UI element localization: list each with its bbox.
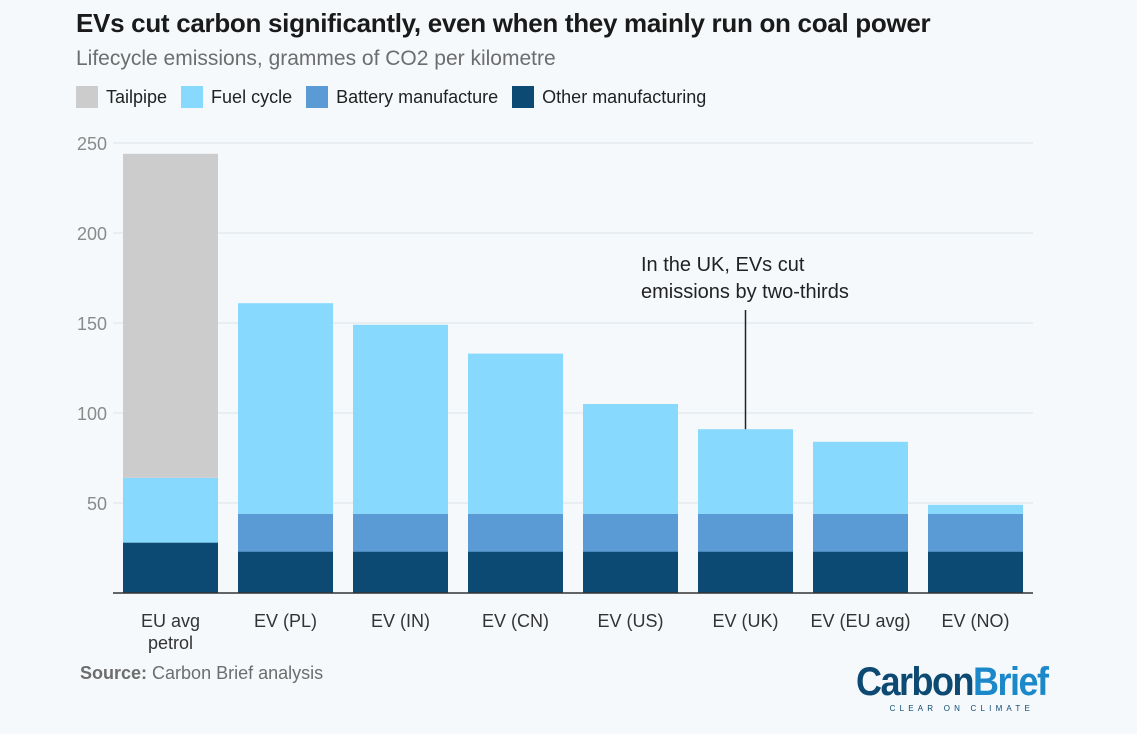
logo-part-carbon: Carbon — [856, 658, 975, 704]
x-tick-label: EV (CN) — [482, 611, 549, 631]
bar-segment — [813, 551, 908, 593]
bar-segment — [238, 303, 333, 514]
annotation-text: emissions by two-thirds — [641, 281, 849, 303]
source-note: Source: Carbon Brief analysis — [80, 663, 323, 684]
bar-segment — [468, 513, 563, 552]
legend-swatch — [76, 86, 98, 108]
bar-segment — [353, 513, 448, 552]
legend-label: Tailpipe — [106, 86, 168, 107]
bar-segment — [468, 551, 563, 593]
legend-swatch — [181, 86, 204, 108]
bar-segment — [123, 153, 218, 478]
bar-segment — [123, 477, 218, 543]
x-tick-label: EV (IN) — [371, 611, 430, 631]
logo-tagline: CLEAR ON CLIMATE — [889, 704, 1034, 713]
x-tick-label: EV (EU avg) — [810, 611, 910, 631]
x-tick-label: petrol — [148, 633, 193, 653]
bar-segment — [928, 513, 1023, 552]
bar-segment — [468, 353, 563, 514]
bar-segment — [583, 551, 678, 593]
logo-wordmark: CarbonBrief — [856, 658, 1049, 704]
legend-label: Battery manufacture — [336, 86, 499, 107]
legend-item: Fuel cycle — [181, 86, 292, 108]
bar-segment — [928, 551, 1023, 593]
bar-segment — [813, 513, 908, 552]
chart-subtitle: Lifecycle emissions, grammes of CO2 per … — [76, 47, 556, 70]
bar-segment — [238, 513, 333, 552]
bar-segment — [353, 324, 448, 514]
y-tick-label: 200 — [77, 224, 107, 244]
source-text: Carbon Brief analysis — [152, 663, 324, 683]
legend: Tailpipe Fuel cycle Battery manufacture Oth… — [76, 86, 720, 108]
bar-segment — [698, 429, 793, 514]
chart-title: EVs cut carbon significantly, even when … — [76, 8, 931, 38]
bar-segment — [238, 551, 333, 593]
bar-segment — [123, 542, 218, 593]
bar-segment — [698, 513, 793, 552]
bar-segment — [928, 504, 1023, 514]
carbon-brief-logo: CarbonBrief CLEAR ON CLIMATE — [856, 658, 1049, 713]
y-tick-label: 50 — [87, 494, 107, 514]
legend-swatch — [512, 86, 535, 108]
bar-segment — [583, 404, 678, 514]
annotation-text: In the UK, EVs cut — [641, 254, 805, 276]
legend-item: Other manufacturing — [512, 86, 706, 108]
legend-label: Other manufacturing — [542, 86, 707, 107]
legend-swatch — [306, 86, 329, 108]
x-tick-label: EV (PL) — [254, 611, 317, 631]
legend-item: Tailpipe — [76, 86, 167, 108]
bar-segment — [698, 551, 793, 593]
legend-item: Battery manufacture — [306, 86, 498, 108]
bar-segment — [353, 551, 448, 593]
legend-label: Fuel cycle — [211, 86, 293, 107]
bar-segment — [583, 513, 678, 552]
y-tick-label: 100 — [77, 404, 107, 424]
x-tick-label: EV (US) — [597, 611, 663, 631]
source-label: Source: — [80, 663, 148, 683]
bar-segment — [813, 441, 908, 514]
y-tick-label: 250 — [77, 134, 107, 154]
x-tick-label: EV (UK) — [712, 611, 778, 631]
logo-part-brief: Brief — [973, 658, 1049, 704]
x-tick-label: EV (NO) — [941, 611, 1009, 631]
x-tick-label: EU avg — [141, 611, 200, 631]
y-tick-label: 150 — [77, 314, 107, 334]
